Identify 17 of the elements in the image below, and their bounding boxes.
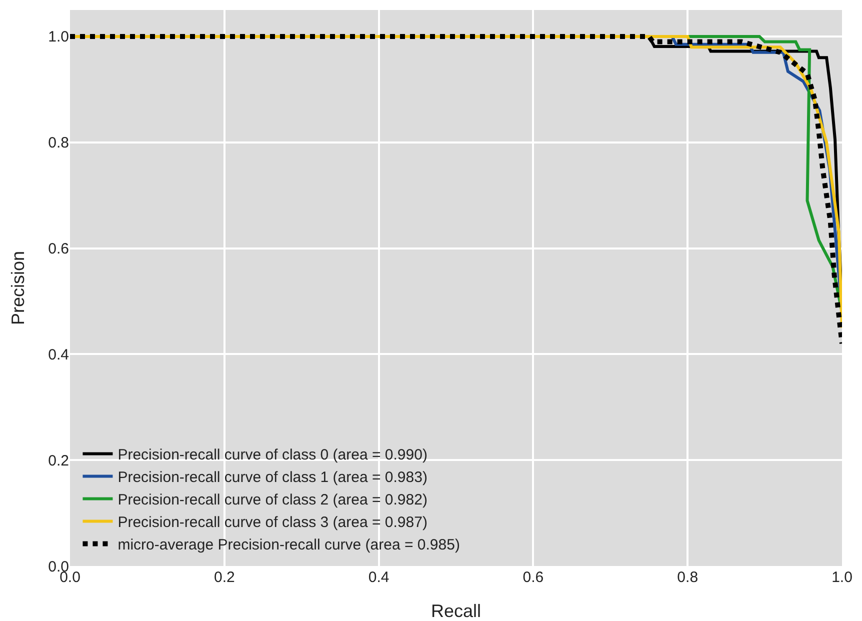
x-tick-label: 0.8 xyxy=(677,569,698,586)
legend-label: Precision-recall curve of class 1 (area = 0.983) xyxy=(118,469,428,486)
legend-label: Precision-recall curve of class 2 (area = 0.982) xyxy=(118,492,428,509)
x-tick-label: 0.6 xyxy=(522,569,544,586)
x-axis-title: Recall xyxy=(430,601,482,621)
y-tick-label: 0.2 xyxy=(48,452,69,470)
x-tick-label: 0.2 xyxy=(214,569,235,586)
legend-label: Precision-recall curve of class 0 (area = 0.990) xyxy=(118,446,428,464)
y-tick-label: 0.4 xyxy=(48,346,69,364)
y-axis-title: Precision xyxy=(8,250,28,326)
y-tick-label: 0.8 xyxy=(48,134,69,152)
y-tick-label: 0.6 xyxy=(48,240,69,258)
x-tick-label: 0.4 xyxy=(368,569,390,586)
y-tick-label: 1.0 xyxy=(48,28,69,46)
x-tick-label: 1.0 xyxy=(832,569,852,586)
legend-label: micro-average Precision-recall curve (area = 0.985) xyxy=(118,536,460,554)
legend-label: Precision-recall curve of class 3 (area = 0.987) xyxy=(118,514,428,532)
